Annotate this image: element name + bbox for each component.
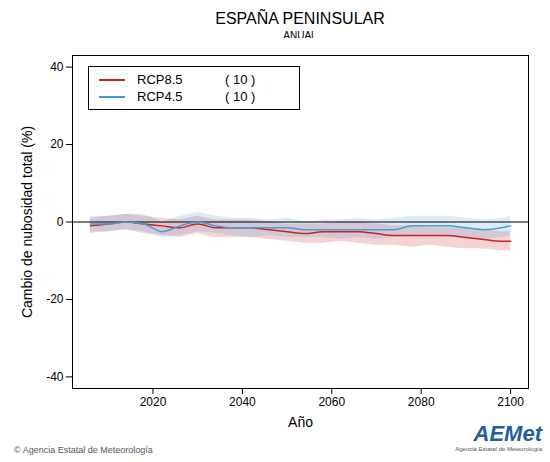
html-text:RCP8.5: RCP8.5 <box>137 72 183 87</box>
svg-text:2040: 2040 <box>229 395 256 409</box>
html-text:( 10 ): ( 10 ) <box>225 89 256 104</box>
svg-text:0: 0 <box>57 215 64 229</box>
html-text:ANUAL: ANUAL <box>283 30 317 41</box>
svg-text:-40: -40 <box>46 370 64 384</box>
svg-text:20: 20 <box>50 137 64 151</box>
html-text:( 10 ): ( 10 ) <box>225 72 256 87</box>
html-text:RCP4.5: RCP4.5 <box>137 89 183 104</box>
svg-text:40: 40 <box>50 60 64 74</box>
svg-text:Año: Año <box>288 414 313 430</box>
svg-text:2100: 2100 <box>497 395 524 409</box>
html-text:ESPAÑA PENINSULAR: ESPAÑA PENINSULAR <box>215 10 385 27</box>
svg-text:2080: 2080 <box>408 395 435 409</box>
html-text:Agencia Estatal de Meteorologí: Agencia Estatal de Meteorología <box>455 446 542 452</box>
html-text:AEMet: AEMet <box>473 421 542 446</box>
svg-text:-20: -20 <box>46 292 64 306</box>
svg-text:2060: 2060 <box>318 395 345 409</box>
html-text:© Agencia Estatal de Meteorolo: © Agencia Estatal de Meteorología <box>14 445 153 455</box>
svg-text:2020: 2020 <box>140 395 167 409</box>
svg-text:Cambio de nubosidad total (%): Cambio de nubosidad total (%) <box>19 126 35 318</box>
